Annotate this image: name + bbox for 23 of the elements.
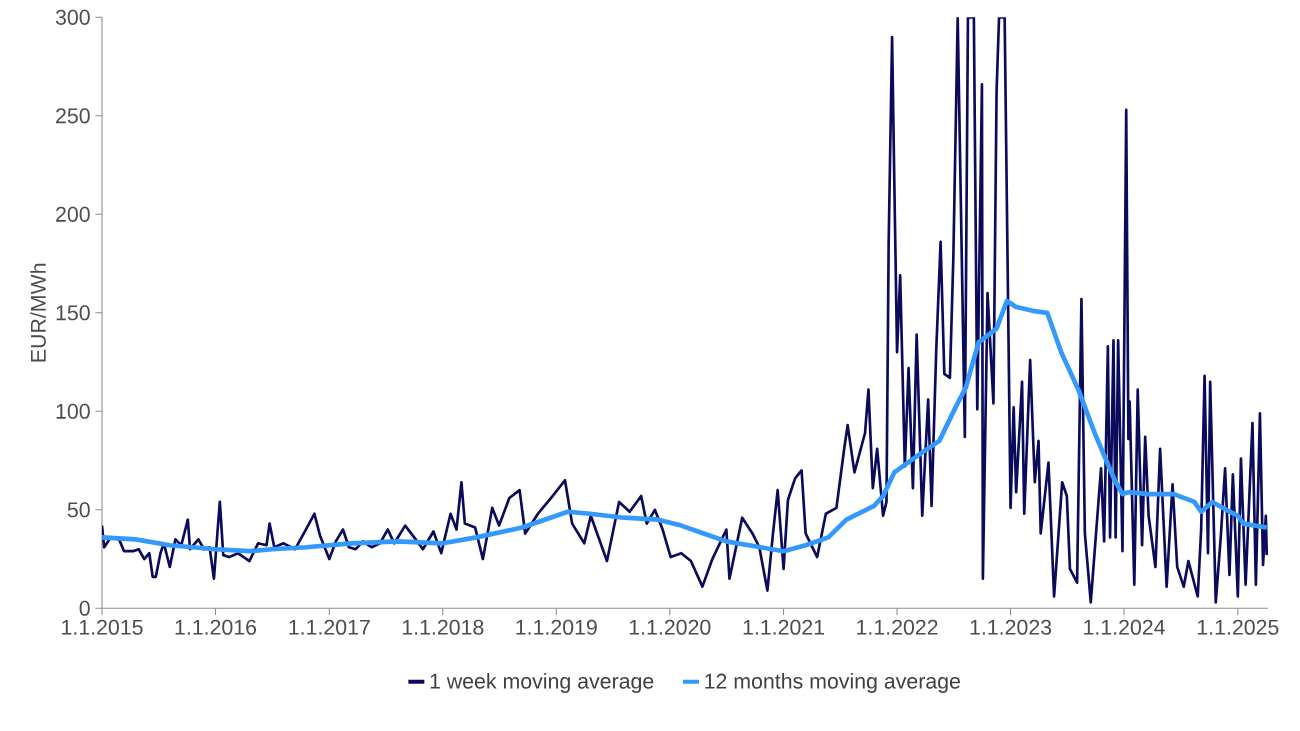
x-tick-label: 1.1.2017 [289,619,370,635]
x-tick-label: 1.1.2022 [857,619,938,635]
y-axis-title: EUR/MWh [30,263,46,362]
y-tick-label: 300 [55,9,90,25]
legend-label: 12 months moving average [705,673,960,693]
line-series [102,298,1269,554]
x-tick-label: 1.1.2015 [62,619,143,635]
legend-label: 1 week moving average [430,673,654,693]
y-tick-label: 50 [67,502,90,518]
x-tick-label: 1.1.2020 [629,619,711,635]
y-tick-label: 0 [79,600,90,616]
x-tick-label: 1.1.2024 [1084,619,1165,635]
y-tick-label: 200 [56,206,90,222]
x-tick-label: 1.1.2018 [402,619,484,635]
x-tick-label: 1.1.2019 [516,619,597,635]
y-tick-label: 250 [56,108,90,124]
line-series [102,17,1269,604]
x-tick-label: 1.1.2016 [175,619,257,635]
x-tick-label: 1.1.2021 [743,619,825,635]
x-tick-label: 1.1.2025 [1197,619,1279,635]
x-tick-label: 1.1.2023 [970,619,1052,635]
y-tick-label: 100 [56,403,90,419]
y-tick-label: 150 [56,305,90,321]
